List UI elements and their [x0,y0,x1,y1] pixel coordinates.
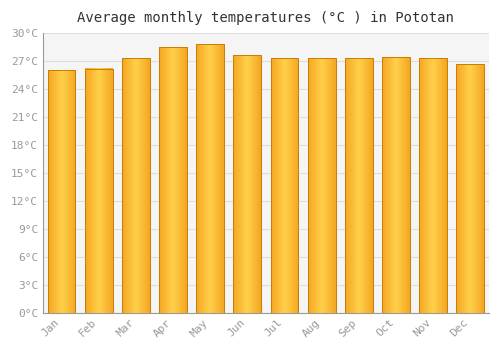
Bar [85,69,112,313]
Bar [308,58,336,313]
Title: Average monthly temperatures (°C ) in Pototan: Average monthly temperatures (°C ) in Po… [78,11,454,25]
Bar [196,44,224,313]
Bar [159,47,187,313]
Bar [456,64,484,313]
Bar [234,55,262,313]
Bar [122,58,150,313]
Bar [419,58,447,313]
Bar [48,70,76,313]
Bar [382,57,410,313]
Bar [270,58,298,313]
Bar [345,58,373,313]
